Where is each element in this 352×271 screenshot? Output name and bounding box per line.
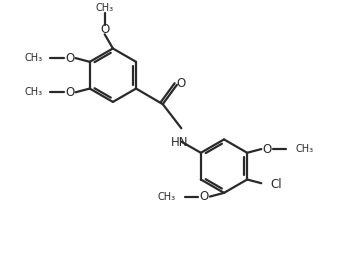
Text: O: O	[177, 77, 186, 90]
Text: O: O	[263, 143, 272, 156]
Text: O: O	[65, 86, 74, 99]
Text: CH₃: CH₃	[295, 144, 314, 154]
Text: CH₃: CH₃	[158, 192, 176, 202]
Text: CH₃: CH₃	[24, 87, 42, 97]
Text: O: O	[65, 51, 74, 64]
Text: CH₃: CH₃	[96, 3, 114, 13]
Text: Cl: Cl	[270, 178, 282, 191]
Text: O: O	[100, 23, 109, 36]
Text: O: O	[199, 190, 209, 203]
Text: HN: HN	[171, 136, 189, 149]
Text: CH₃: CH₃	[24, 53, 42, 63]
